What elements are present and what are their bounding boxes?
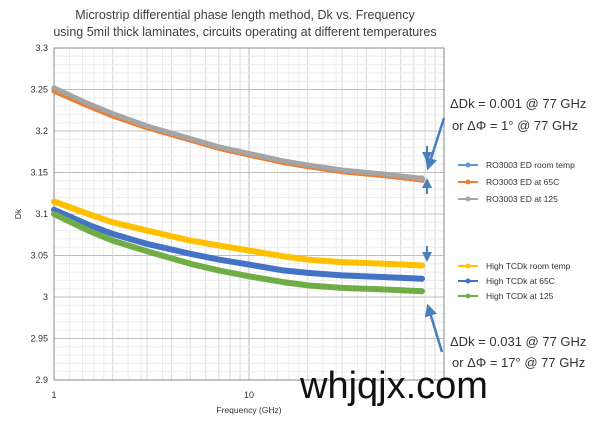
series-end-point [418,275,425,282]
y-tick-label: 2.9 [35,375,48,385]
chart-title-line-1: Microstrip differential phase length met… [75,8,415,22]
y-tick-label: 3 [43,292,48,302]
legend-marker [465,263,471,269]
legend-label: High TCDk at 65C [486,276,555,286]
annotation-top-line-1: ΔDk = 0.001 @ 77 GHz [450,96,586,111]
legend-marker [465,278,471,284]
y-tick-label: 3.25 [30,85,48,95]
x-axis-ticks: 1 10 [51,390,254,400]
annotation-arrows [422,117,446,353]
annotations: ΔDk = 0.001 @ 77 GHz or ΔΦ = 1° @ 77 GHz… [450,96,586,370]
legend-label: High TCDk room temp [486,261,571,271]
series-line-6 [51,211,425,295]
legend-label: High TCDk at 125 [486,291,554,301]
y-tick-label: 3.3 [35,43,48,53]
x-tick-label: 10 [244,390,254,400]
y-tick-label: 3.15 [30,168,48,178]
series-line-4 [51,198,425,269]
annotation-bottom-line-1: ΔDk = 0.031 @ 77 GHz [450,334,586,349]
x-tick-label: 1 [51,390,56,400]
series-end-point [418,262,425,269]
chart-title: Microstrip differential phase length met… [53,8,436,39]
series-end-point [418,175,425,182]
y-axis-ticks: 2.9 2.95 3 3.05 3.1 3.15 3.2 3.25 3.3 [30,43,48,385]
y-tick-label: 3.1 [35,209,48,219]
legend-marker [465,162,471,168]
legend-label: RO3003 ED at 65C [486,177,559,187]
arrow-top-diagonal [425,117,446,171]
y-tick-label: 3.2 [35,126,48,136]
y-tick-label: 2.95 [30,334,48,344]
series-group [51,85,425,295]
legend: RO3003 ED room temp RO3003 ED at 65C RO300… [458,160,575,301]
legend-label: RO3003 ED at 125 [486,194,558,204]
y-tick-label: 3.05 [30,251,48,261]
watermark-text: whjqjx.com [299,365,488,407]
chart-title-line-2: using 5mil thick laminates, circuits ope… [53,25,436,39]
legend-marker [465,293,471,299]
arrow-bottom-diagonal [424,303,444,353]
x-axis-label: Frequency (GHz) [216,405,281,415]
series-end-point [418,288,425,295]
series-line-3 [51,85,425,181]
series-line-5 [51,206,425,282]
annotation-top-line-2: or ΔΦ = 1° @ 77 GHz [452,118,578,133]
legend-label: RO3003 ED room temp [486,160,575,170]
legend-marker [465,179,471,185]
grid [53,47,444,381]
legend-marker [465,196,471,202]
annotation-bottom-line-2: or ΔΦ = 17° @ 77 GHz [452,355,585,370]
y-axis-label: Dk [13,208,23,219]
